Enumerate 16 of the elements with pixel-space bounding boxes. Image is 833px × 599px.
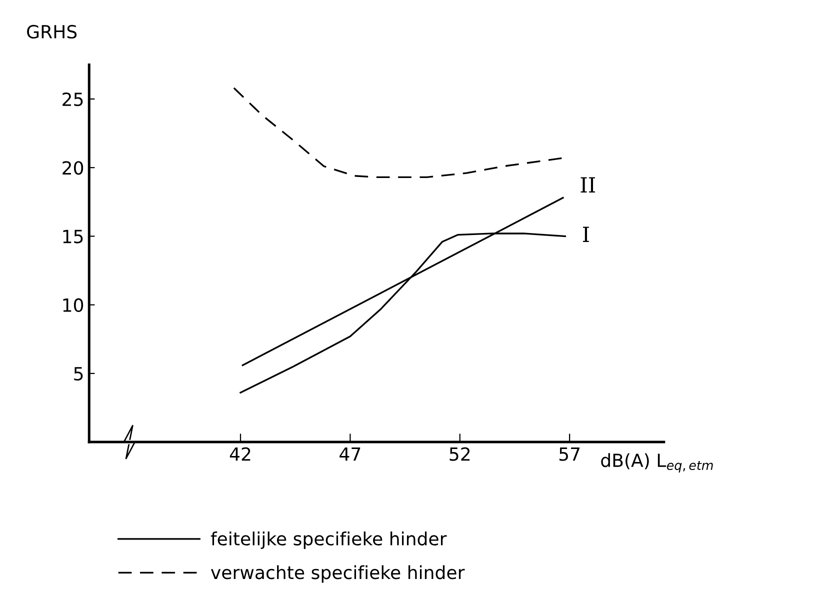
legend-label: verwachte specifieke hinder [210, 565, 465, 583]
y-tick-label: 10 [63, 298, 84, 312]
x-tick-label: 52 [450, 447, 470, 461]
annotation: I [582, 226, 589, 242]
line-series [233, 87, 564, 178]
legend-label: feitelijke specifieke hinder [210, 532, 447, 550]
y-tick-label: 5 [74, 367, 83, 381]
x-tick-label: 57 [559, 447, 580, 461]
annotation: II [580, 177, 595, 192]
x-tick-label: 47 [340, 447, 360, 461]
y-tick-label: 15 [63, 230, 83, 244]
x-axis-title: dB(A) L$_{eq,etm}$ [601, 453, 713, 472]
x-tick-label: 42 [230, 447, 250, 461]
y-axis-title: GRHS [27, 24, 77, 39]
y-tick-label: 25 [62, 92, 83, 106]
y-tick-label: 20 [62, 161, 84, 175]
